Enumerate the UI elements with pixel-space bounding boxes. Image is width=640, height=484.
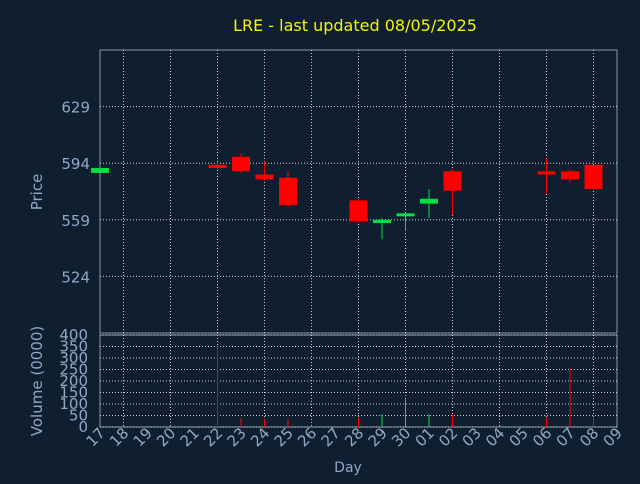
candle-body xyxy=(373,219,391,224)
candle-17 xyxy=(91,168,109,173)
candle-02 xyxy=(443,169,462,215)
candle-08 xyxy=(584,164,603,190)
x-tick-label: 08 xyxy=(576,424,602,450)
price-tick-label: 594 xyxy=(61,155,90,173)
x-tick-label: 07 xyxy=(553,424,579,450)
x-tick-label: 04 xyxy=(482,424,508,450)
x-tick-label: 30 xyxy=(388,424,414,450)
candle-body xyxy=(420,198,438,204)
candle-01 xyxy=(420,189,438,219)
candle-23 xyxy=(232,153,250,173)
candle-body xyxy=(255,174,274,180)
x-tick-label: 09 xyxy=(600,424,626,450)
volume-tick-label: 0 xyxy=(78,418,88,436)
candle-06 xyxy=(537,158,556,194)
x-tick-label: 02 xyxy=(435,424,461,450)
x-tick-label: 22 xyxy=(200,424,226,450)
price-tick-label: 559 xyxy=(61,212,90,230)
candle-29 xyxy=(373,218,391,240)
price-panel: 524 559 594 629 xyxy=(61,49,618,334)
x-axis-label: Day xyxy=(334,460,362,476)
x-tick-label: 29 xyxy=(365,424,391,450)
candle-body xyxy=(561,171,579,180)
x-tick-label: 19 xyxy=(130,424,156,450)
candle-body xyxy=(396,213,415,217)
volume-tick-label: 100 xyxy=(59,395,88,413)
price-axis-label: Price xyxy=(28,174,46,211)
x-tick-label: 26 xyxy=(294,424,320,450)
candle-24 xyxy=(255,161,274,181)
x-tick-label: 28 xyxy=(341,424,367,450)
candle-30 xyxy=(396,213,415,232)
x-tick-label: 25 xyxy=(271,424,297,450)
candle-body xyxy=(91,168,109,173)
x-tick-label: 18 xyxy=(106,424,132,450)
x-tick-label: 03 xyxy=(459,424,485,450)
candle-body xyxy=(279,177,297,206)
x-tick-label: 01 xyxy=(412,424,438,450)
x-axis: 1718192021222324252627282930010203040506… xyxy=(83,424,626,450)
volume-tick-label: 350 xyxy=(59,338,88,356)
volume-tick-label: 200 xyxy=(59,372,88,390)
candle-body xyxy=(537,171,556,175)
x-tick-label: 23 xyxy=(224,424,250,450)
candle-body xyxy=(349,200,368,222)
volume-tick-label: 300 xyxy=(59,349,88,367)
volume-tick-label: 150 xyxy=(59,384,88,402)
price-tick-label: 524 xyxy=(61,268,90,286)
candle-25 xyxy=(279,171,297,207)
volume-tick-label: 50 xyxy=(69,407,88,425)
candle-body xyxy=(584,164,603,190)
candle-body xyxy=(232,156,250,172)
x-tick-label: 24 xyxy=(247,424,273,450)
x-tick-label: 20 xyxy=(153,424,179,450)
x-tick-label: 27 xyxy=(318,424,344,450)
candle-22 xyxy=(208,163,227,170)
chart-title: LRE - last updated 08/05/2025 xyxy=(233,16,477,35)
volume-tick-label: 250 xyxy=(59,361,88,379)
volume-axis-label: Volume (0000) xyxy=(28,326,46,436)
x-tick-label: 21 xyxy=(177,424,203,450)
candle-body xyxy=(443,171,462,191)
candle-07 xyxy=(561,169,579,183)
candle-28 xyxy=(349,198,368,224)
x-tick-label: 05 xyxy=(506,424,532,450)
price-tick-label: 629 xyxy=(61,99,90,117)
candle-body xyxy=(208,164,227,169)
x-tick-label: 06 xyxy=(529,424,555,450)
volume-tick-label: 400 xyxy=(59,326,88,344)
